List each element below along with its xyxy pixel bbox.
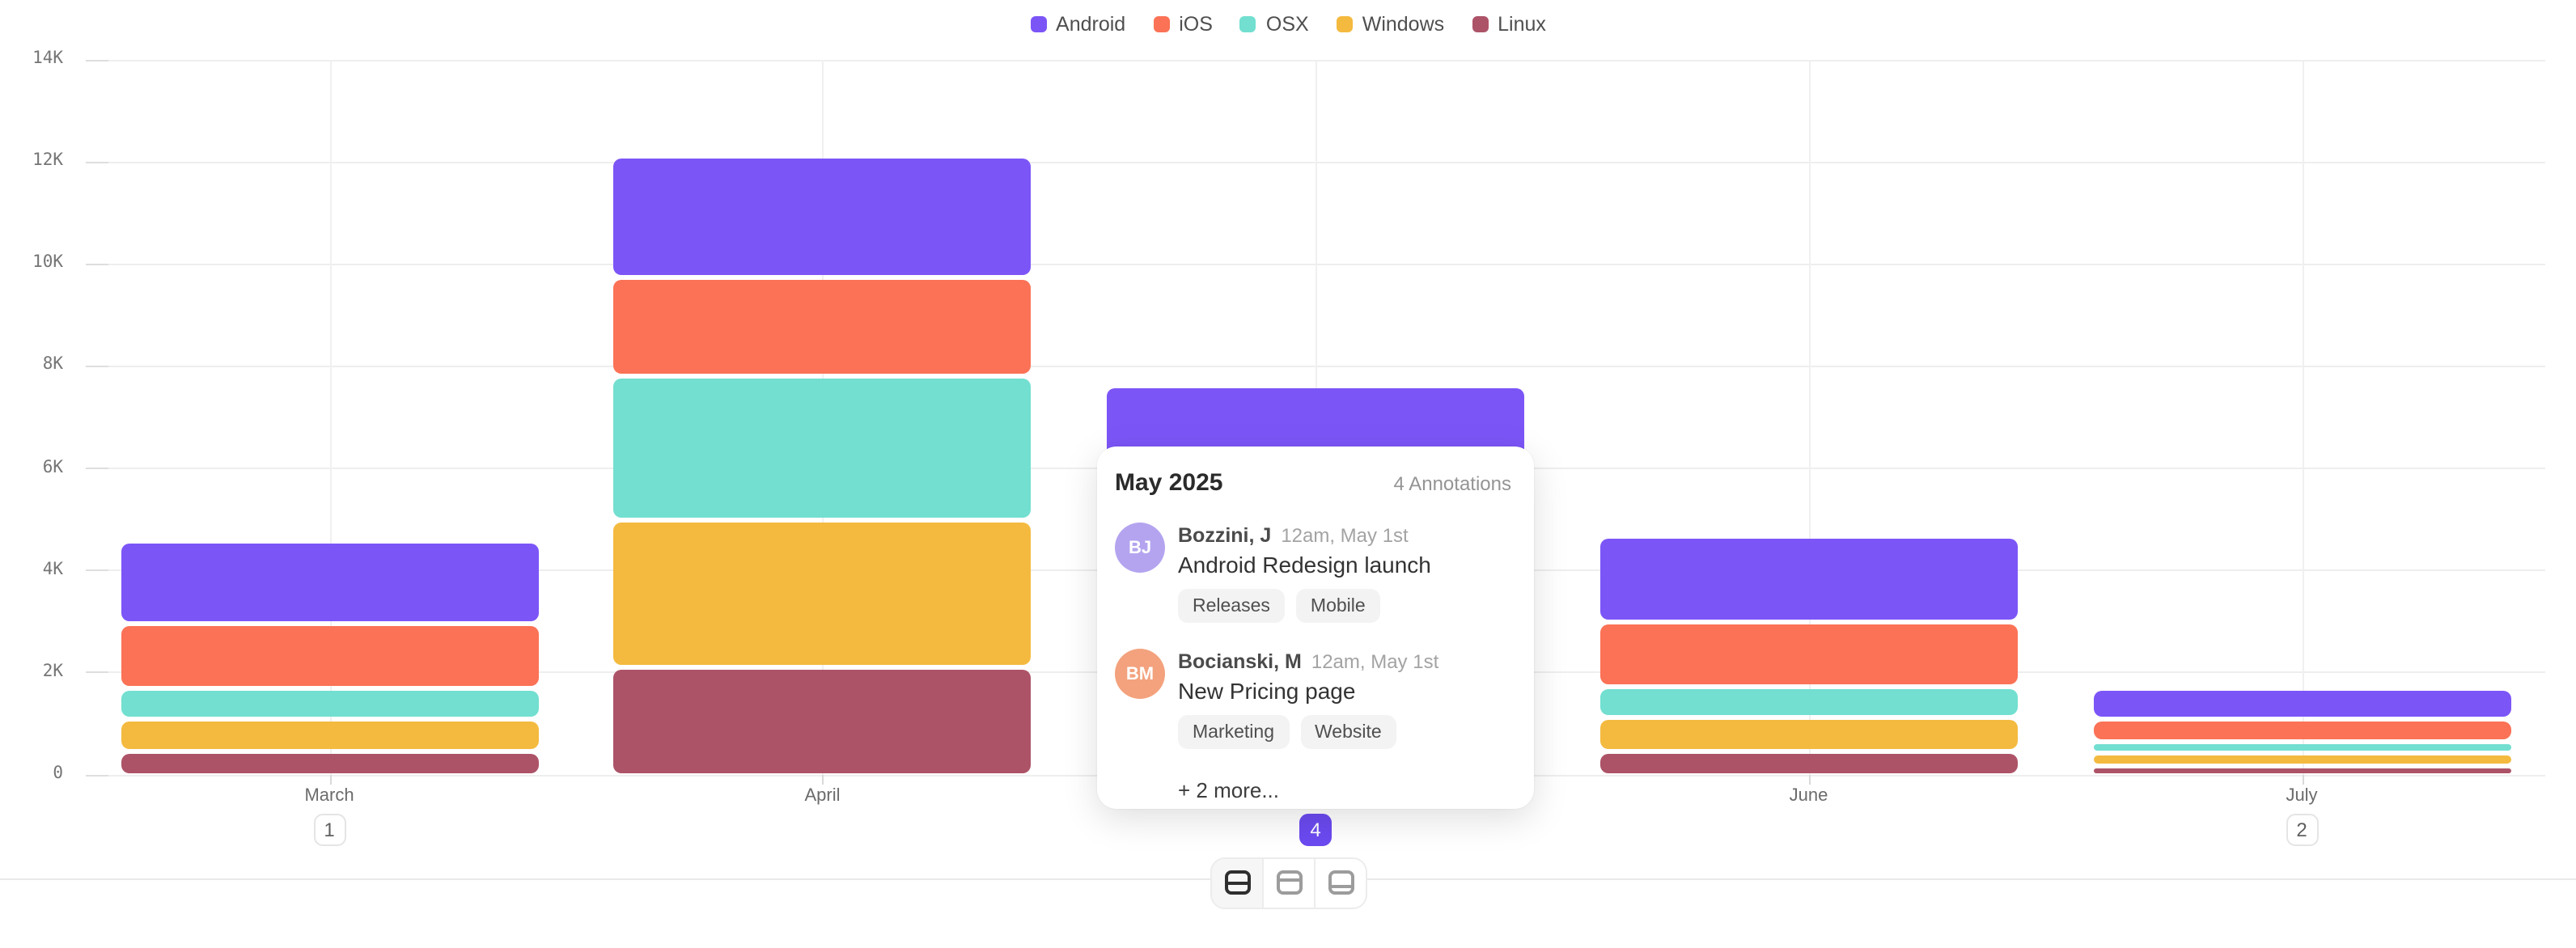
bar-segment-linux[interactable] bbox=[121, 753, 538, 774]
y-axis-tick-label: 4K bbox=[42, 559, 63, 579]
bar-segment-windows[interactable] bbox=[2093, 755, 2510, 764]
x-axis-month-label: July bbox=[2286, 786, 2318, 806]
x-gridline bbox=[1808, 59, 1811, 774]
legend-label: Linux bbox=[1498, 13, 1546, 36]
popover-header: May 2025 4 Annotations bbox=[1115, 469, 1511, 497]
annotation-entry[interactable]: BJ Bozzini, J 12am, May 1st Android Rede… bbox=[1115, 523, 1511, 623]
x-axis-tick bbox=[822, 775, 824, 785]
bar-segment-linux[interactable] bbox=[1599, 754, 2018, 774]
bar-segment-windows[interactable] bbox=[613, 523, 1032, 666]
annotation-entry-meta: Bozzini, J 12am, May 1st bbox=[1178, 524, 1431, 547]
show-more-annotations-link[interactable]: + 2 more... bbox=[1178, 778, 1279, 802]
tag-chip[interactable]: Website bbox=[1300, 715, 1396, 749]
top-panel-icon bbox=[1276, 870, 1302, 895]
layout-bottom-panel-button[interactable] bbox=[1314, 859, 1366, 907]
split-view-icon bbox=[1224, 870, 1250, 895]
legend-swatch-icon bbox=[1030, 16, 1047, 32]
x-axis-tick bbox=[2302, 775, 2303, 785]
legend-label: iOS bbox=[1179, 13, 1213, 36]
y-axis-tick-label: 10K bbox=[32, 252, 63, 273]
avatar: BJ bbox=[1115, 523, 1165, 573]
y-axis-tick-label: 2K bbox=[42, 661, 63, 681]
x-axis-tick bbox=[1808, 775, 1811, 785]
legend-item-osx[interactable]: OSX bbox=[1239, 13, 1309, 36]
layout-toggle-group bbox=[1210, 857, 1367, 908]
legend-item-linux[interactable]: Linux bbox=[1472, 13, 1546, 36]
y-axis-tick-label: 6K bbox=[42, 457, 63, 477]
annotation-title: Android Redesign launch bbox=[1178, 552, 1431, 578]
tag-chip[interactable]: Releases bbox=[1178, 589, 1285, 623]
bar-segment-linux[interactable] bbox=[2093, 768, 2510, 774]
annotation-count-badge[interactable]: 4 bbox=[1299, 814, 1332, 846]
annotation-tags: Marketing Website bbox=[1178, 715, 1438, 749]
x-axis-month-label: April bbox=[804, 786, 841, 806]
bar-segment-android[interactable] bbox=[1599, 538, 2018, 620]
bottom-panel-icon bbox=[1328, 870, 1354, 895]
x-gridline bbox=[329, 59, 331, 774]
legend-label: Windows bbox=[1362, 13, 1445, 36]
tag-chip[interactable]: Mobile bbox=[1295, 589, 1380, 623]
x-axis-month-label: March bbox=[304, 786, 354, 806]
tag-chip[interactable]: Marketing bbox=[1178, 715, 1289, 749]
popover-annotation-count: 4 Annotations bbox=[1393, 472, 1511, 495]
bar-segment-windows[interactable] bbox=[121, 722, 538, 749]
annotation-tags: Releases Mobile bbox=[1178, 589, 1431, 623]
annotation-title: New Pricing page bbox=[1178, 678, 1356, 704]
bar-segment-ios[interactable] bbox=[2093, 721, 2510, 740]
y-axis-tick-label: 0 bbox=[53, 764, 63, 783]
bar-segment-osx[interactable] bbox=[613, 378, 1032, 518]
bar-segment-ios[interactable] bbox=[613, 279, 1032, 374]
legend-swatch-icon bbox=[1336, 16, 1353, 32]
bar-segment-windows[interactable] bbox=[1599, 720, 2018, 750]
legend-swatch-icon bbox=[1472, 16, 1489, 32]
bar-segment-osx[interactable] bbox=[1599, 688, 2018, 716]
annotation-count-badge[interactable]: 2 bbox=[2286, 814, 2318, 846]
bar-segment-ios[interactable] bbox=[1599, 624, 2018, 684]
layout-top-panel-button[interactable] bbox=[1262, 859, 1314, 907]
annotation-entry-body: Bocianski, M 12am, May 1st New Pricing p… bbox=[1178, 649, 1438, 749]
annotation-entry[interactable]: BM Bocianski, M 12am, May 1st New Pricin… bbox=[1115, 649, 1511, 749]
annotation-timestamp: 12am, May 1st bbox=[1281, 524, 1409, 547]
legend-item-windows[interactable]: Windows bbox=[1336, 13, 1445, 36]
annotation-count-badge[interactable]: 1 bbox=[313, 814, 345, 846]
chart-legend: Android iOS OSX Windows Linux bbox=[0, 13, 2576, 36]
bar-segment-android[interactable] bbox=[613, 158, 1032, 275]
y-axis-tick-label: 8K bbox=[42, 354, 63, 375]
legend-swatch-icon bbox=[1153, 16, 1170, 32]
annotation-entry-body: Bozzini, J 12am, May 1st Android Redesig… bbox=[1178, 523, 1431, 623]
y-axis-tick-label: 12K bbox=[32, 150, 63, 171]
legend-label: Android bbox=[1056, 13, 1126, 36]
popover-title: May 2025 bbox=[1115, 469, 1223, 497]
layout-split-view-button[interactable] bbox=[1212, 859, 1262, 907]
bar-segment-android[interactable] bbox=[121, 544, 538, 622]
bar-segment-linux[interactable] bbox=[613, 670, 1032, 774]
annotation-author: Bozzini, J bbox=[1178, 524, 1272, 547]
legend-label: OSX bbox=[1265, 13, 1309, 36]
legend-item-ios[interactable]: iOS bbox=[1153, 13, 1213, 36]
annotations-popover: May 2025 4 Annotations BJ Bozzini, J 12a… bbox=[1097, 446, 1534, 809]
legend-item-android[interactable]: Android bbox=[1030, 13, 1125, 36]
x-gridline bbox=[2302, 59, 2303, 774]
y-axis-tick-label: 14K bbox=[32, 49, 63, 68]
legend-swatch-icon bbox=[1239, 16, 1256, 32]
x-axis-month-label: June bbox=[1789, 786, 1828, 806]
bar-segment-android[interactable] bbox=[2093, 690, 2510, 717]
annotation-entry-meta: Bocianski, M 12am, May 1st bbox=[1178, 650, 1438, 673]
annotation-author: Bocianski, M bbox=[1178, 650, 1302, 673]
bar-segment-osx[interactable] bbox=[2093, 744, 2510, 751]
bar-segment-ios[interactable] bbox=[121, 626, 538, 687]
bar-segment-osx[interactable] bbox=[121, 691, 538, 717]
x-axis-tick bbox=[329, 775, 331, 785]
avatar: BM bbox=[1115, 649, 1165, 699]
annotation-timestamp: 12am, May 1st bbox=[1311, 650, 1439, 673]
